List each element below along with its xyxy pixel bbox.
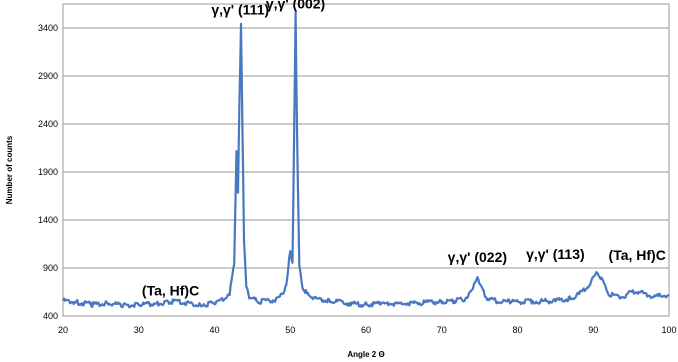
peak-annotation: γ,γ' (111) [211,1,269,17]
peak-annotation: γ,γ' (113) [526,246,585,262]
peak-annotation: γ,γ' (002) [266,0,325,12]
x-axis-title: Angle 2 Θ [347,350,384,359]
plot-frame [62,3,670,317]
series-line [61,10,670,309]
y-axis-ticks: 400 900 1400 1900 2400 2900 3400 [38,23,58,321]
x-tick-label: 40 [209,325,219,335]
x-tick-label: 20 [58,325,68,335]
x-tick-label: 90 [588,325,598,335]
x-tick-label: 30 [134,325,144,335]
x-tick-label: 60 [361,325,371,335]
y-tick-label: 2400 [38,119,58,129]
x-tick-label: 100 [661,325,676,335]
y-tick-label: 1400 [38,215,58,225]
x-axis-ticks: 20 30 40 50 60 70 80 90 100 [58,325,677,335]
x-tick-label: 80 [512,325,522,335]
y-tick-label: 3400 [38,23,58,33]
peak-annotation: γ,γ' (022) [448,249,507,265]
peak-annotation: (Ta, Hf)C [142,283,199,299]
x-tick-label: 50 [285,325,295,335]
y-axis-title: Number of counts [5,135,14,204]
x-tick-label: 70 [437,325,447,335]
peak-annotation: (Ta, Hf)C [609,247,666,263]
y-tick-label: 2900 [38,71,58,81]
y-tick-label: 900 [43,263,58,273]
y-tick-label: 400 [43,311,58,321]
y-tick-label: 1900 [38,167,58,177]
annotations: γ,γ' (111)γ,γ' (002) (Ta, Hf)C γ,γ' (022) γ… [142,0,666,299]
grid [63,27,669,317]
